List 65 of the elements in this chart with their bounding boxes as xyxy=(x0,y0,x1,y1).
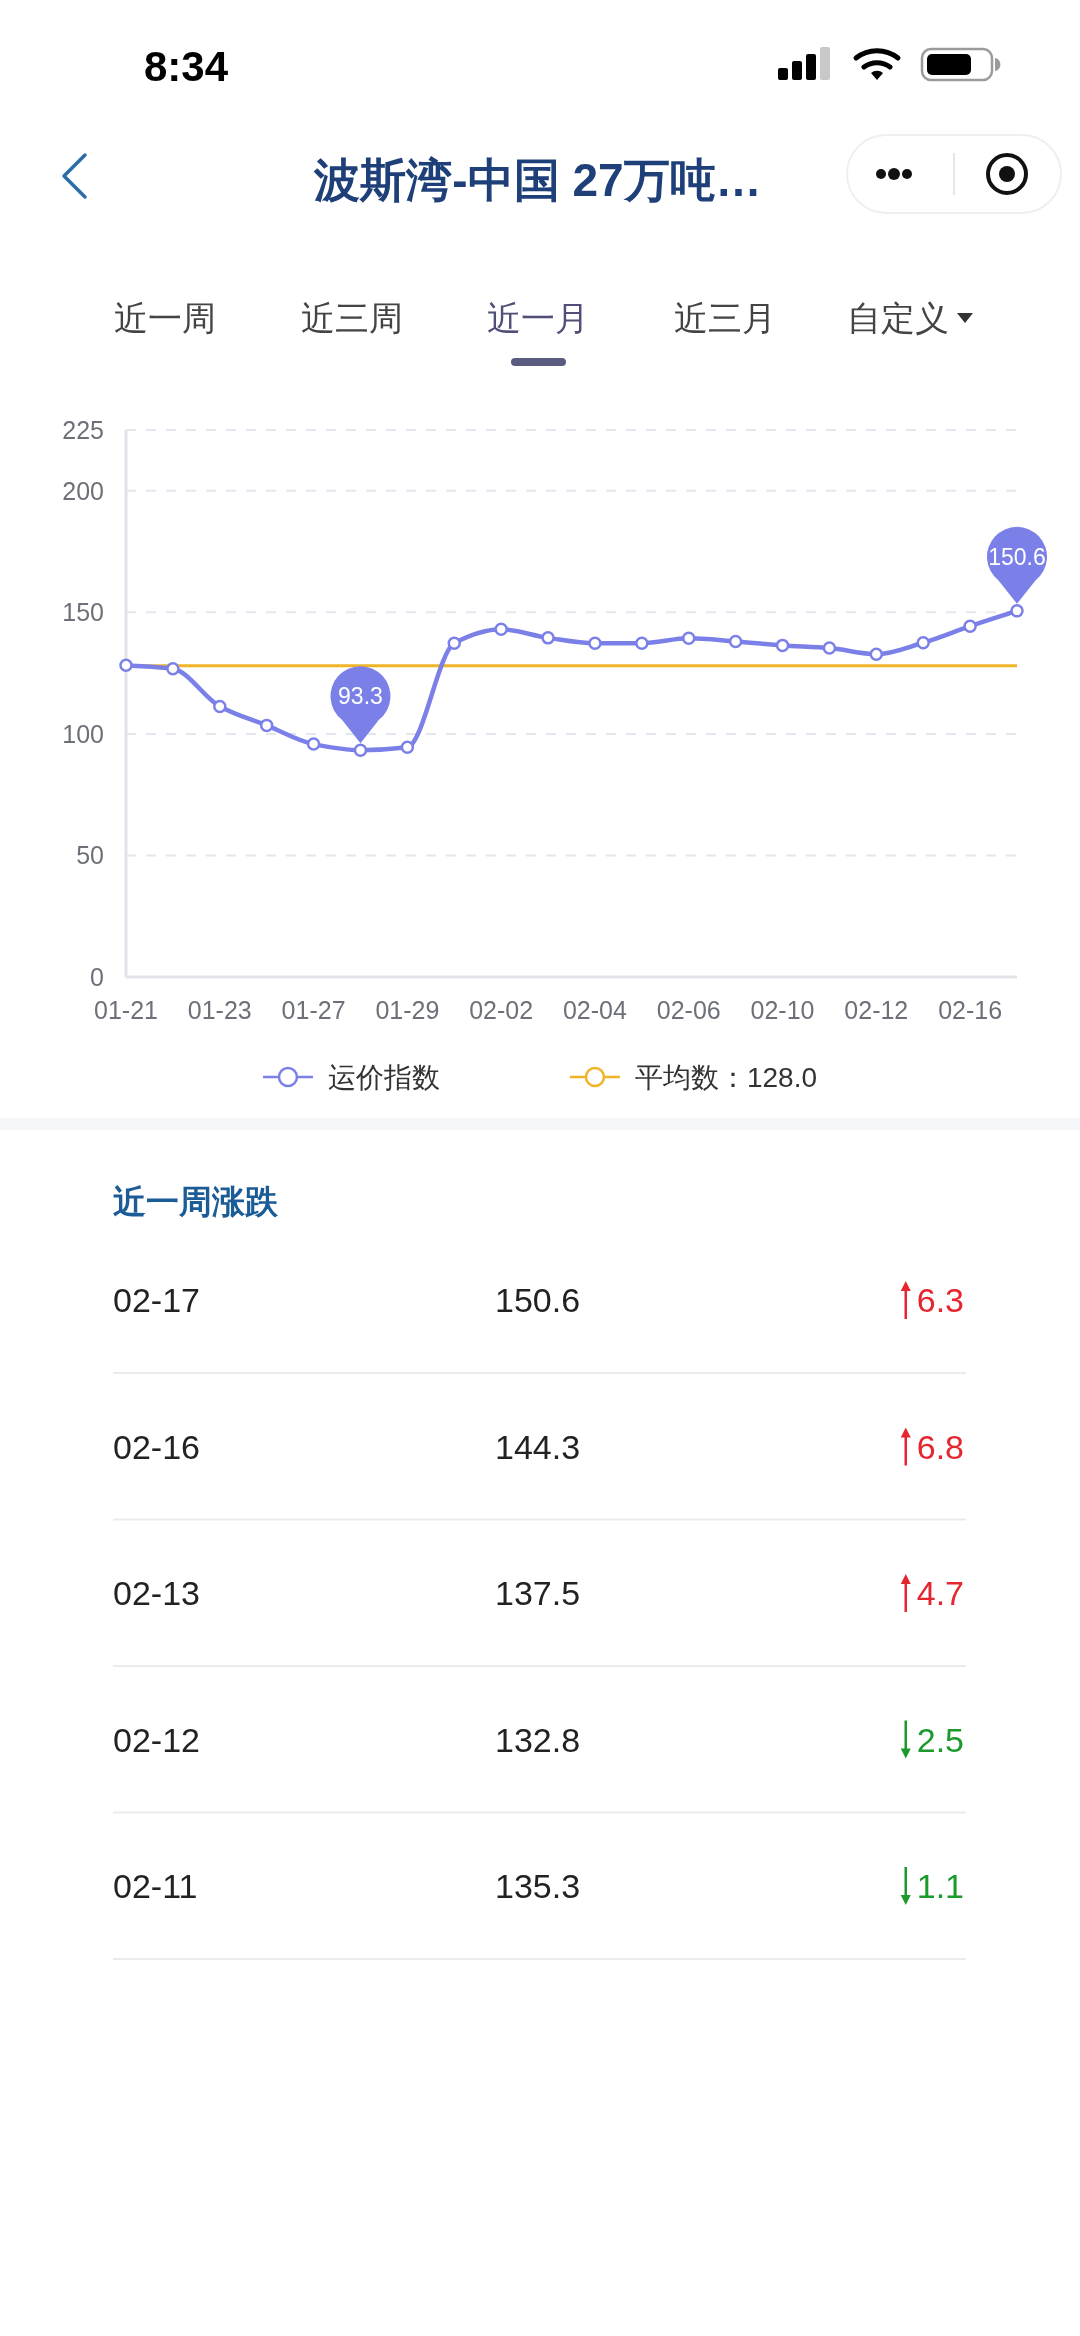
point xyxy=(119,658,133,673)
category-label: 02-11 xyxy=(113,1867,198,1905)
y-tick-label: 100 xyxy=(62,719,104,748)
point xyxy=(728,634,743,649)
y-tick-label: 225 xyxy=(62,416,104,444)
y-tick-label: 0 xyxy=(90,963,104,991)
y-tick-label: 50 xyxy=(76,841,104,870)
point xyxy=(869,647,884,661)
point xyxy=(259,718,274,733)
text: 自定义 xyxy=(847,299,949,337)
data-label: 132.8 xyxy=(495,1720,581,1759)
text: 近一月 xyxy=(487,299,589,337)
x-tick-label: 01-27 xyxy=(281,996,346,1024)
category-label: 02-16 xyxy=(113,1427,200,1466)
category-label: 02-12 xyxy=(113,1720,200,1759)
point xyxy=(166,661,180,676)
text: 近三月 xyxy=(673,299,776,337)
data-label: 4.7 xyxy=(916,1574,964,1612)
data-label: 1.1 xyxy=(916,1867,964,1905)
point xyxy=(494,622,508,637)
x-tick-label: 02-04 xyxy=(562,996,628,1024)
x-tick-label: 02-12 xyxy=(844,996,909,1024)
x-tick-label: 02-06 xyxy=(656,996,721,1024)
point xyxy=(822,641,837,655)
legend-label: 运价指数 xyxy=(327,1062,440,1093)
point xyxy=(353,743,368,757)
point xyxy=(541,631,555,645)
point xyxy=(306,737,321,751)
point xyxy=(775,638,790,653)
data-label: 137.5 xyxy=(495,1574,581,1612)
data-label: 135.3 xyxy=(495,1867,581,1905)
point xyxy=(213,699,227,714)
point xyxy=(635,636,649,650)
text: 近三周 xyxy=(300,299,403,337)
y-tick-label: 150 xyxy=(62,598,104,627)
data-label: 150.6 xyxy=(988,543,1046,570)
text: 8:34 xyxy=(143,43,229,90)
category-label: 02-13 xyxy=(113,1574,200,1612)
point xyxy=(1010,604,1024,618)
text: 近一周 xyxy=(114,299,216,337)
point xyxy=(681,631,696,646)
text: 近一周涨跌 xyxy=(113,1183,279,1220)
legend-label: 平均数：128.0 xyxy=(634,1062,818,1093)
point xyxy=(916,635,930,650)
x-tick-label: 02-02 xyxy=(469,996,534,1024)
data-label: 2.5 xyxy=(916,1720,964,1759)
data-label: 150.6 xyxy=(495,1281,581,1319)
point xyxy=(400,740,415,755)
x-tick-label: 02-10 xyxy=(750,996,815,1024)
label-pin: 93.3 xyxy=(330,666,391,744)
point xyxy=(588,636,602,650)
data-label: 6.8 xyxy=(916,1427,964,1466)
x-tick-label: 02-16 xyxy=(938,996,1003,1024)
data-label: 144.3 xyxy=(495,1427,581,1466)
point xyxy=(963,619,977,633)
point xyxy=(447,636,462,650)
x-tick-label: 01-29 xyxy=(375,996,440,1024)
x-tick-label: 01-23 xyxy=(187,996,252,1024)
category-label: 02-17 xyxy=(113,1281,200,1319)
y-tick-label: 200 xyxy=(62,476,104,505)
data-label: 93.3 xyxy=(338,683,383,710)
chart-title: 波斯湾-中国 27万吨… xyxy=(313,154,762,206)
label-pin: 150.6 xyxy=(987,526,1047,604)
x-tick-label: 01-21 xyxy=(94,996,158,1024)
data-label: 6.3 xyxy=(916,1281,964,1319)
